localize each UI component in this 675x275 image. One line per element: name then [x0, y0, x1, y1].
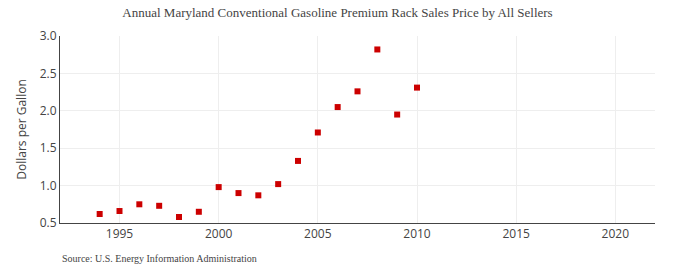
svg-text:Dollars per Gallon: Dollars per Gallon	[13, 79, 30, 180]
svg-text:2010: 2010	[403, 225, 431, 242]
svg-text:2.0: 2.0	[40, 102, 57, 119]
svg-text:2020: 2020	[602, 225, 630, 242]
svg-text:1.0: 1.0	[40, 177, 57, 194]
svg-text:2.5: 2.5	[40, 65, 57, 82]
svg-text:2005: 2005	[304, 225, 332, 242]
svg-text:2000: 2000	[205, 225, 233, 242]
svg-text:Annual Maryland Conventional G: Annual Maryland Conventional Gasoline Pr…	[122, 5, 552, 20]
svg-text:1.5: 1.5	[40, 139, 57, 156]
svg-text:0.5: 0.5	[40, 214, 57, 231]
svg-text:1995: 1995	[106, 225, 134, 242]
svg-text:3.0: 3.0	[40, 27, 57, 44]
svg-text:2015: 2015	[502, 225, 530, 242]
svg-text:Source: U.S. Energy Informatio: Source: U.S. Energy Information Administ…	[62, 253, 257, 264]
